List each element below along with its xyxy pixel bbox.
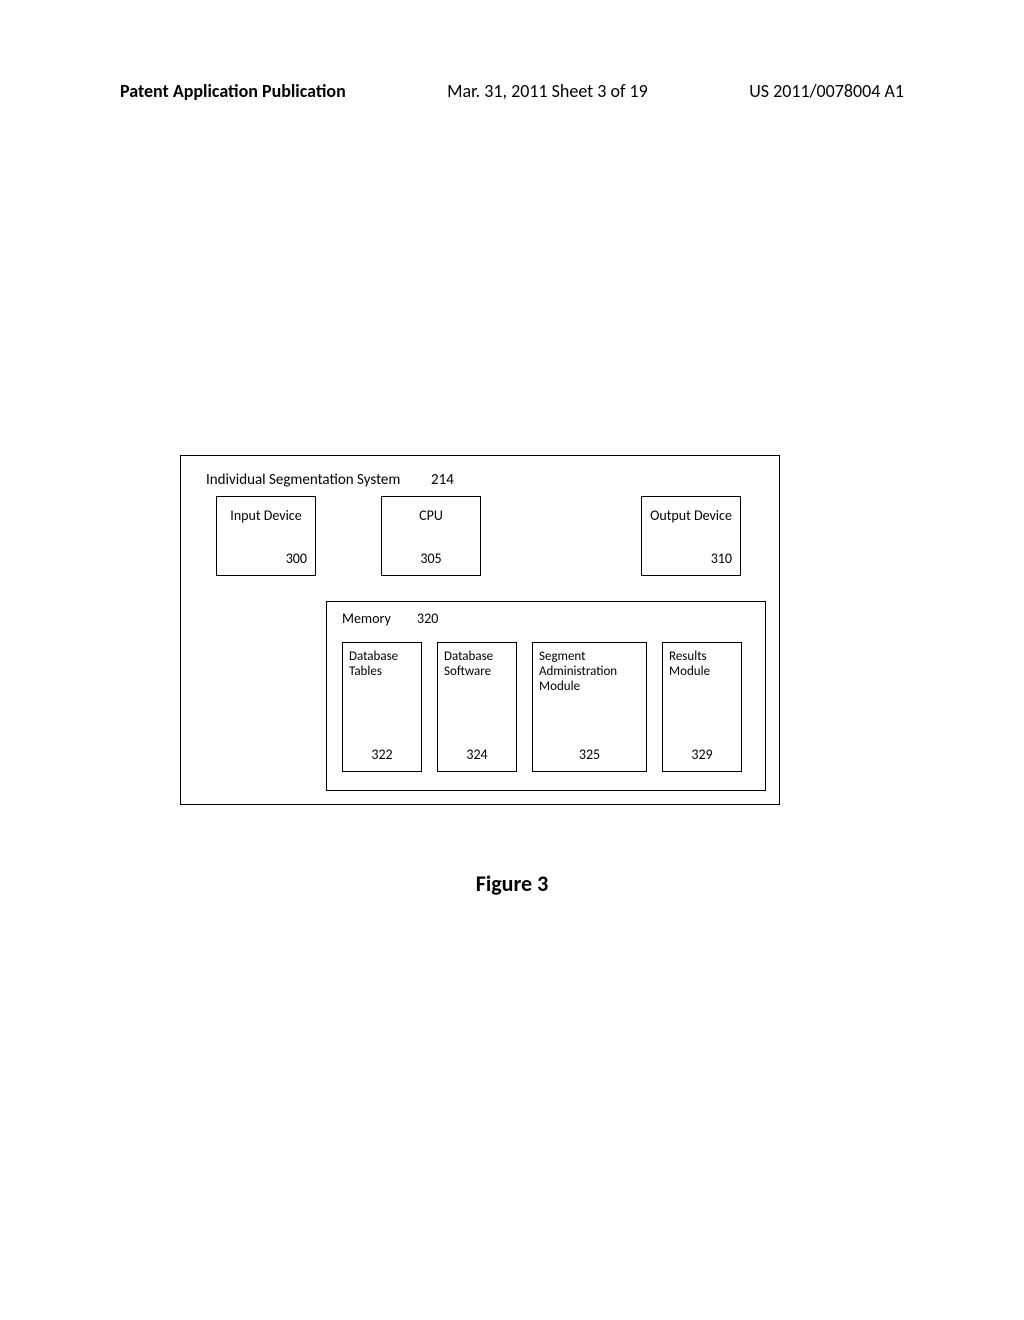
system-box: Individual Segmentation System 214 Input… bbox=[180, 455, 780, 805]
output-device-ref: 310 bbox=[711, 550, 732, 567]
input-device-box: Input Device 300 bbox=[216, 496, 316, 576]
cpu-box: CPU 305 bbox=[381, 496, 481, 576]
header-right: US 2011/0078004 A1 bbox=[749, 80, 904, 102]
figure-caption: Figure 3 bbox=[0, 870, 1024, 897]
cpu-ref: 305 bbox=[382, 550, 480, 567]
database-tables-ref: 322 bbox=[343, 746, 421, 763]
system-ref: 214 bbox=[431, 471, 454, 489]
database-tables-label: Database Tables bbox=[349, 649, 417, 679]
input-device-ref: 300 bbox=[286, 550, 307, 567]
cpu-label: CPU bbox=[382, 507, 480, 524]
results-module-ref: 329 bbox=[663, 746, 741, 763]
results-module-box: Results Module 329 bbox=[662, 642, 742, 772]
memory-label: Memory bbox=[342, 610, 391, 627]
database-software-label: Database Software bbox=[444, 649, 512, 679]
output-device-box: Output Device 310 bbox=[641, 496, 741, 576]
segment-admin-ref: 325 bbox=[533, 746, 646, 763]
system-title: Individual Segmentation System bbox=[206, 471, 400, 489]
segment-admin-box: Segment Administration Module 325 bbox=[532, 642, 647, 772]
header-center: Mar. 31, 2011 Sheet 3 of 19 bbox=[447, 80, 648, 102]
results-module-label: Results Module bbox=[669, 649, 737, 679]
output-device-label: Output Device bbox=[642, 507, 740, 524]
header-left: Patent Application Publication bbox=[120, 80, 346, 102]
memory-ref: 320 bbox=[417, 610, 438, 627]
segment-admin-label: Segment Administration Module bbox=[539, 649, 642, 694]
database-tables-box: Database Tables 322 bbox=[342, 642, 422, 772]
database-software-box: Database Software 324 bbox=[437, 642, 517, 772]
database-software-ref: 324 bbox=[438, 746, 516, 763]
input-device-label: Input Device bbox=[217, 507, 315, 524]
memory-box: Memory 320 Database Tables 322 Database … bbox=[326, 601, 766, 791]
page-header: Patent Application Publication Mar. 31, … bbox=[120, 80, 904, 102]
